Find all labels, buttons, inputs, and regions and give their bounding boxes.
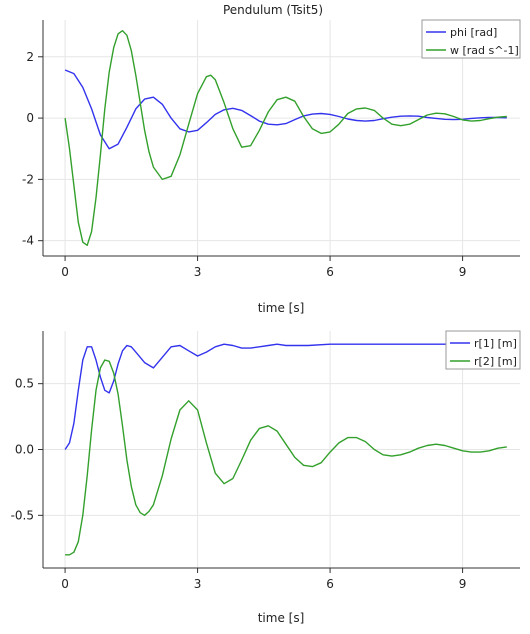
chart1-y-tick-label: 0 bbox=[26, 111, 34, 125]
chart2-series-line-2 bbox=[65, 359, 507, 556]
chart2-legend-label-2: r[2] [m] bbox=[474, 355, 517, 368]
chart2-x-tick-label: 3 bbox=[194, 577, 202, 591]
chart1-x-tick-label: 0 bbox=[61, 265, 69, 279]
chart1-xlabel: time [s] bbox=[258, 301, 305, 315]
chart2-legend-box bbox=[445, 330, 521, 370]
chart2-x-tick-label: 0 bbox=[61, 577, 69, 591]
chart2-x-tick-label: 6 bbox=[326, 577, 334, 591]
chart2-y-tick-label: 0.0 bbox=[15, 443, 34, 457]
chart2-plot: 0 3 6 9 -0.5 0.0 0.5 r[1] [m] r[2] [m] bbox=[11, 330, 521, 591]
chart1-y-tick-label: -4 bbox=[22, 234, 34, 248]
chart2-series-line-1 bbox=[64, 343, 507, 450]
chart1-x-tick-label: 3 bbox=[194, 265, 202, 279]
chart2-xlabel: time [s] bbox=[258, 611, 305, 625]
chart1-x-tick-label: 6 bbox=[326, 265, 334, 279]
chart1-plot: 0 3 6 9 -4 -2 0 2 phi [rad] w [rad s^-1] bbox=[22, 19, 521, 279]
chart2-legend-label-1: r[1] [m] bbox=[474, 337, 517, 350]
chart2-y-tick-label: 0.5 bbox=[15, 377, 34, 391]
chart1-y-tick-label: -2 bbox=[22, 172, 34, 186]
chart1-legend-label-1: phi [rad] bbox=[450, 26, 497, 39]
chart1-legend-label-2: w [rad s^-1] bbox=[450, 44, 519, 57]
chart1-legend: phi [rad] w [rad s^-1] bbox=[421, 19, 521, 59]
chart1-legend-box bbox=[421, 19, 521, 59]
chart1-x-tick-label: 9 bbox=[459, 265, 467, 279]
chart1-series-line-1 bbox=[64, 69, 507, 150]
chart1-y-tick-label: 2 bbox=[26, 50, 34, 64]
chart2-legend: r[1] [m] r[2] [m] bbox=[445, 330, 521, 370]
chart2-x-tick-label: 9 bbox=[459, 577, 467, 591]
chart1-title: Pendulum (Tsit5) bbox=[223, 3, 323, 17]
chart1-series-line-2 bbox=[64, 30, 507, 246]
chart2-y-tick-label: -0.5 bbox=[11, 508, 34, 522]
